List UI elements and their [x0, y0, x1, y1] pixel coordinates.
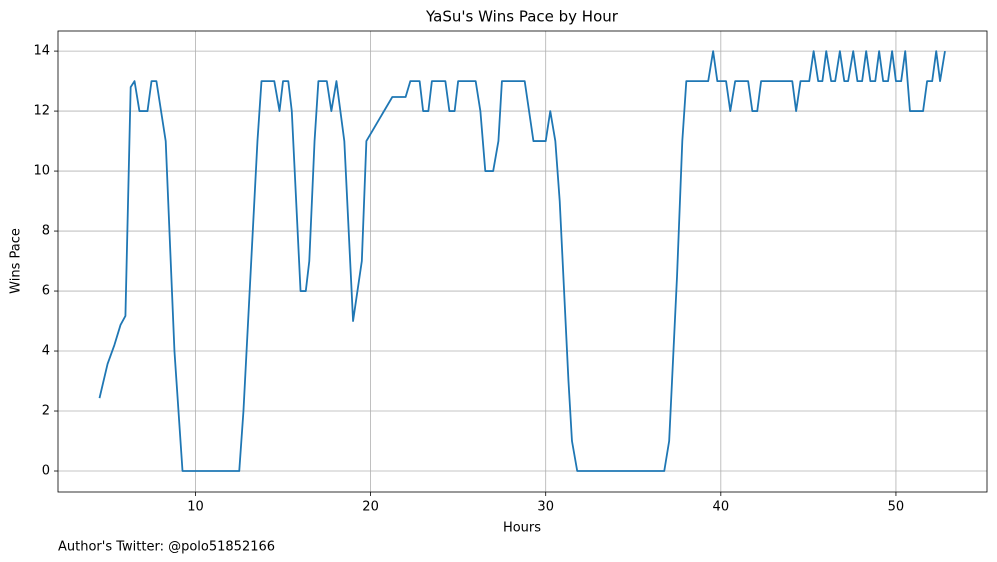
x-axis-label: Hours — [503, 521, 541, 536]
x-tick-label: 20 — [362, 500, 379, 515]
x-tick-label: 10 — [187, 500, 204, 515]
y-tick-label: 14 — [33, 44, 50, 59]
x-tick-label: 50 — [888, 500, 905, 515]
y-tick-label: 4 — [42, 344, 50, 359]
footer: Author's Twitter: @polo51852166 — [58, 540, 275, 555]
y-tick-label: 6 — [42, 284, 50, 299]
y-tick-label: 12 — [33, 104, 50, 119]
data-line — [98, 50, 946, 472]
y-tick-label: 2 — [42, 404, 50, 419]
y-tick-label: 10 — [33, 164, 50, 179]
chart-title: YaSu's Wins Pace by Hour — [425, 8, 619, 26]
y-tick-label: 0 — [42, 464, 50, 479]
y-tick-label: 8 — [42, 224, 50, 239]
x-tick-label: 30 — [537, 500, 554, 515]
plot-frame — [57, 30, 988, 493]
y-axis-label: Wins Pace — [9, 228, 24, 294]
x-tick-label: 40 — [713, 500, 730, 515]
